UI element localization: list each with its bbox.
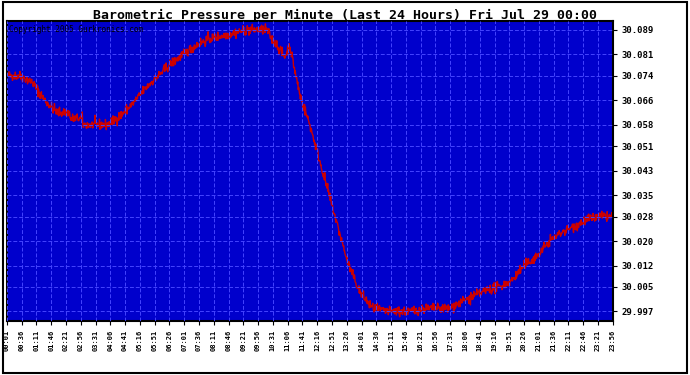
Text: Barometric Pressure per Minute (Last 24 Hours) Fri Jul 29 00:00: Barometric Pressure per Minute (Last 24 … [93,9,597,22]
Text: Copyright 2005 Gurkronics.com: Copyright 2005 Gurkronics.com [9,25,143,34]
